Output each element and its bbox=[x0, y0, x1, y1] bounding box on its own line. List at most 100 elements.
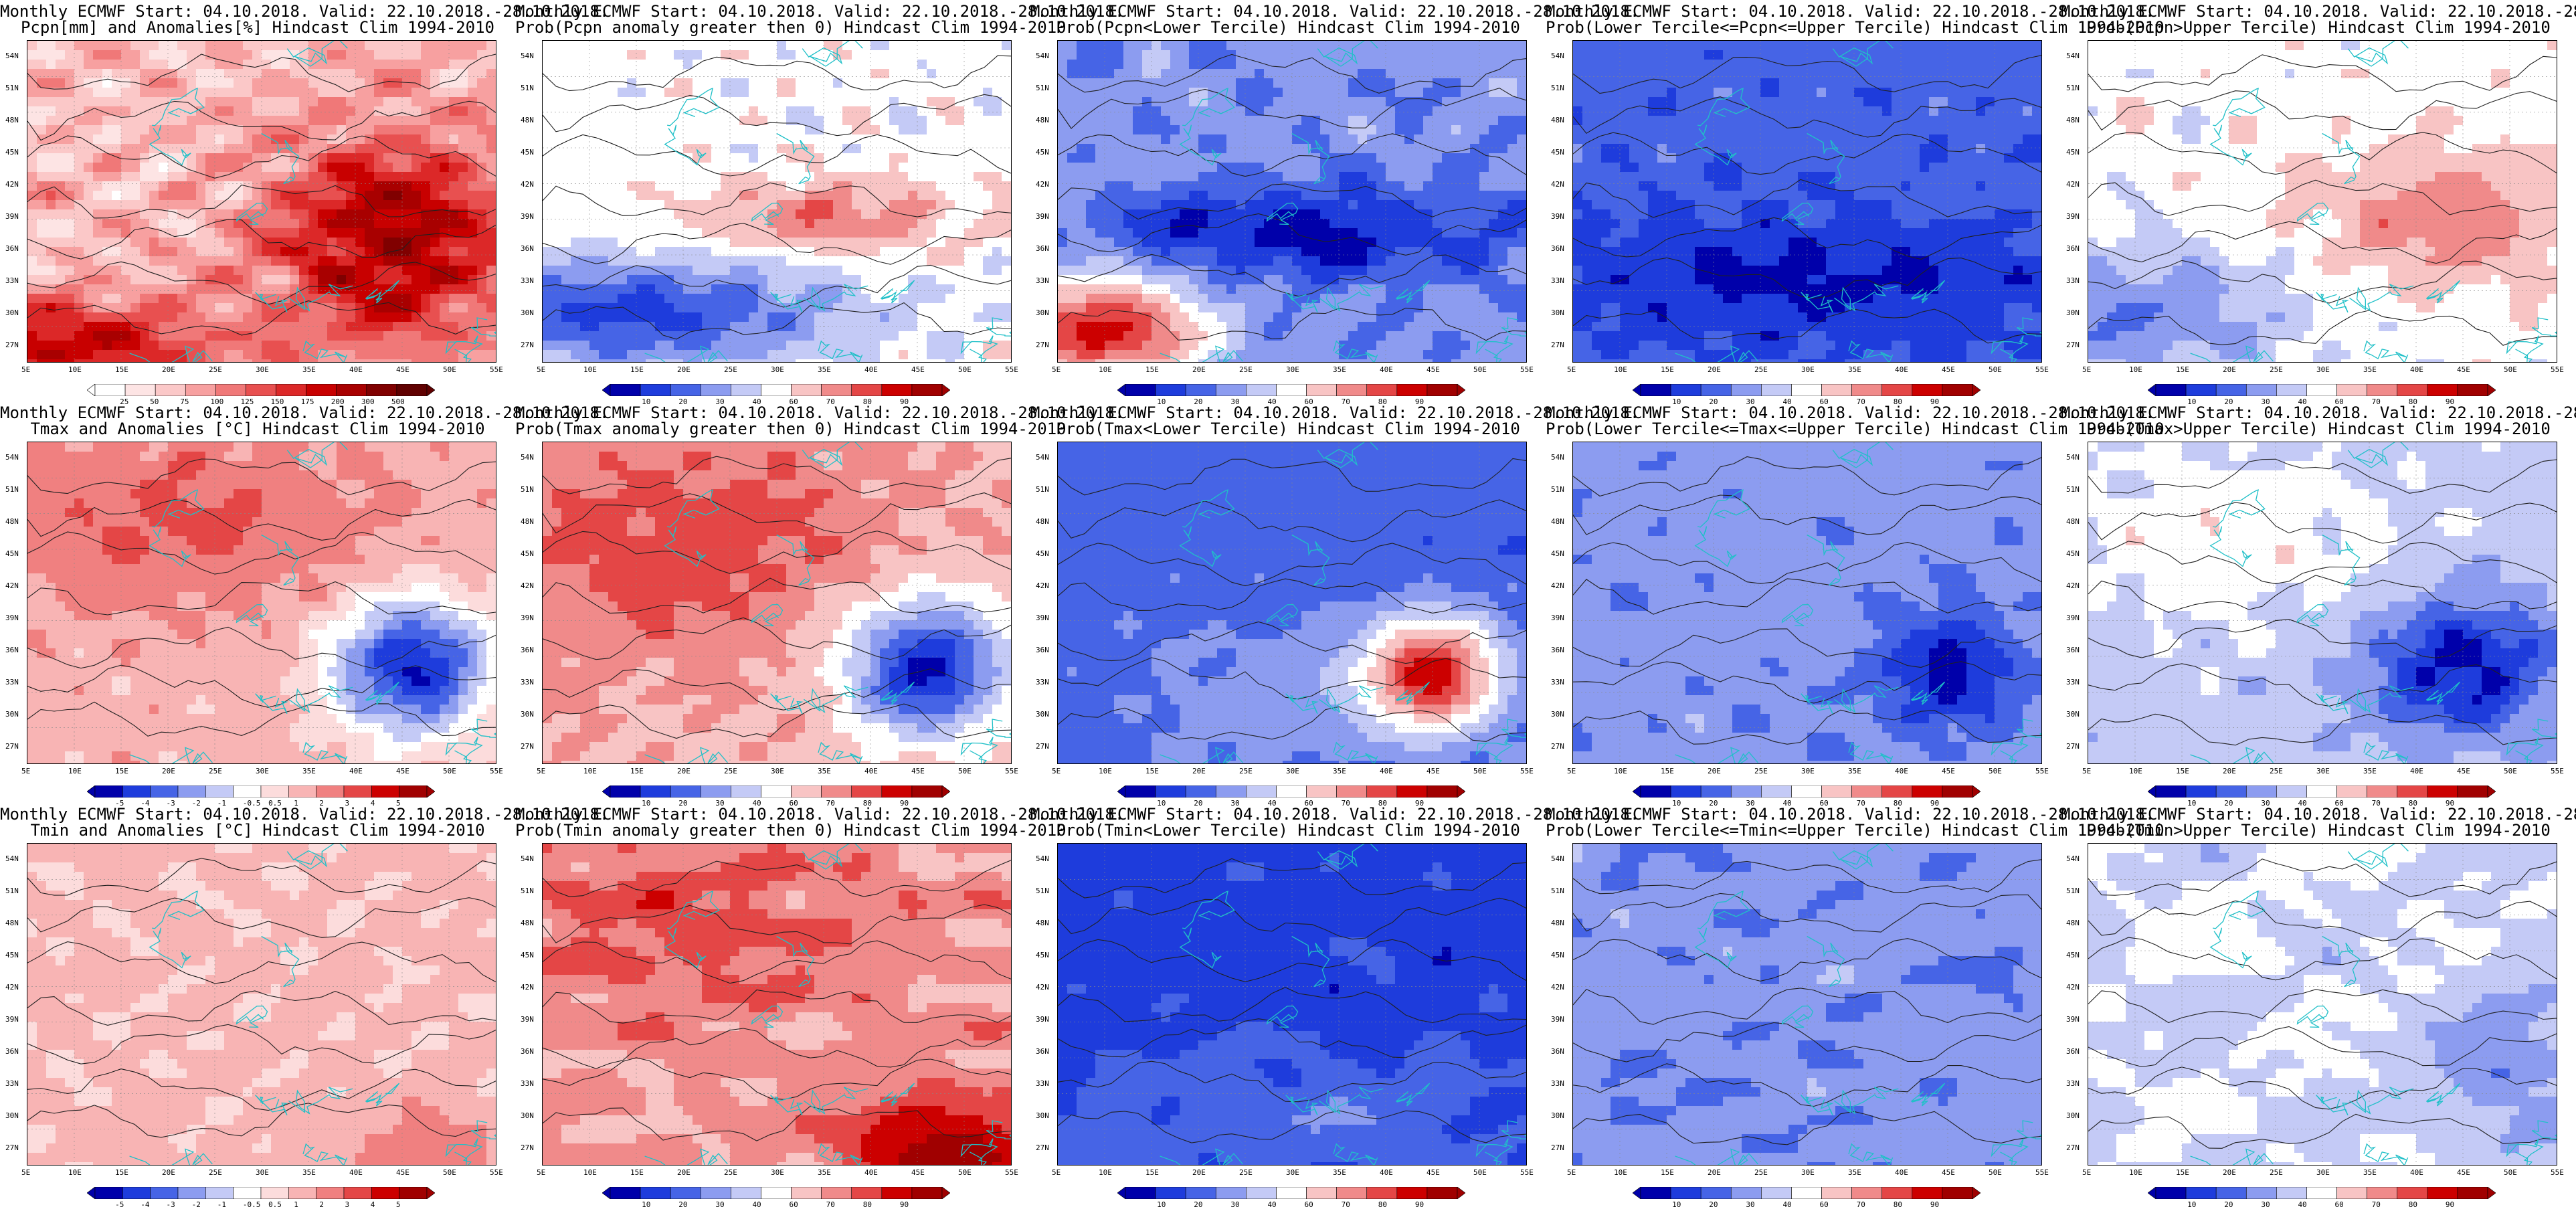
map-plot-area bbox=[27, 40, 496, 363]
lon-tick-label: 40E bbox=[2410, 365, 2423, 374]
lat-tick-label: 45N bbox=[521, 951, 534, 959]
colorbar-label: 4 bbox=[371, 1200, 375, 1209]
lat-tick-label: 39N bbox=[1551, 614, 1564, 622]
lon-tick-label: 15E bbox=[115, 1168, 128, 1177]
lat-tick-label: 36N bbox=[521, 244, 534, 253]
lon-tick-label: 35E bbox=[302, 1168, 316, 1177]
lat-tick-label: 36N bbox=[1036, 1047, 1049, 1056]
map-field-svg bbox=[27, 844, 496, 1165]
lat-tick-label: 54N bbox=[1036, 854, 1049, 863]
lon-tick-label: 5E bbox=[537, 365, 545, 374]
colorbar-label: 70 bbox=[2372, 1200, 2381, 1209]
lat-tick-label: 48N bbox=[2066, 116, 2080, 124]
lat-tick-label: 33N bbox=[1036, 1079, 1049, 1088]
lon-tick-label: 30E bbox=[1286, 365, 1299, 374]
lat-tick-label: 48N bbox=[521, 116, 534, 124]
lat-tick-label: 39N bbox=[1551, 212, 1564, 221]
lon-tick-label: 20E bbox=[1192, 365, 1206, 374]
colorbar bbox=[1117, 384, 1465, 396]
lat-tick-label: 42N bbox=[1551, 581, 1564, 590]
map-plot-area bbox=[1057, 40, 1527, 363]
lat-tick-label: 42N bbox=[1036, 180, 1049, 189]
colorbar-label: 5 bbox=[396, 1200, 401, 1209]
lat-tick-label: 30N bbox=[2066, 1111, 2080, 1120]
lat-tick-label: 33N bbox=[1036, 678, 1049, 686]
lon-tick-label: 5E bbox=[537, 1168, 545, 1177]
colorbar-label: 3 bbox=[345, 1200, 350, 1209]
panel-title-line2: Prob(Tmax anomaly greater then 0) Hindca… bbox=[515, 420, 1030, 438]
lat-tick-label: 45N bbox=[1036, 148, 1049, 157]
lon-tick-label: 55E bbox=[490, 1168, 503, 1177]
lat-tick-label: 39N bbox=[5, 614, 19, 622]
lat-tick-label: 45N bbox=[2066, 549, 2080, 558]
lat-tick-label: 54N bbox=[1036, 52, 1049, 60]
lon-tick-label: 10E bbox=[1614, 767, 1627, 775]
map-panel: Monthly ECMWF Start: 04.10.2018. Valid: … bbox=[2061, 401, 2576, 803]
lat-tick-label: 27N bbox=[2066, 742, 2080, 751]
colorbar-label: -1 bbox=[217, 1200, 226, 1209]
lat-tick-label: 30N bbox=[2066, 308, 2080, 317]
lat-tick-label: 33N bbox=[2066, 678, 2080, 686]
lat-tick-label: 27N bbox=[5, 742, 19, 751]
colorbar bbox=[2148, 384, 2496, 396]
colorbar-label: 90 bbox=[1930, 1200, 1939, 1209]
lon-tick-label: 5E bbox=[2082, 1168, 2091, 1177]
lat-tick-label: 33N bbox=[1551, 1079, 1564, 1088]
colorbar bbox=[1633, 384, 1981, 396]
lon-tick-label: 55E bbox=[490, 365, 503, 374]
lon-tick-label: 30E bbox=[2316, 1168, 2330, 1177]
lat-tick-label: 36N bbox=[1036, 646, 1049, 654]
lon-tick-label: 25E bbox=[1754, 767, 1768, 775]
lon-tick-label: 30E bbox=[1286, 1168, 1299, 1177]
lat-tick-label: 48N bbox=[5, 517, 19, 526]
lon-tick-label: 40E bbox=[2410, 767, 2423, 775]
map-plot-area bbox=[542, 442, 1012, 764]
lat-tick-label: 36N bbox=[2066, 1047, 2080, 1056]
lon-tick-label: 5E bbox=[21, 365, 30, 374]
map-field-svg bbox=[1058, 844, 1526, 1165]
lat-tick-label: 54N bbox=[521, 453, 534, 462]
colorbar-label: -2 bbox=[192, 1200, 201, 1209]
lat-tick-label: 42N bbox=[1036, 581, 1049, 590]
lat-tick-label: 48N bbox=[5, 116, 19, 124]
lon-tick-label: 30E bbox=[771, 365, 784, 374]
lat-tick-label: 27N bbox=[1551, 742, 1564, 751]
lon-tick-label: 55E bbox=[1520, 1168, 1534, 1177]
lon-tick-label: 40E bbox=[2410, 1168, 2423, 1177]
lat-tick-label: 51N bbox=[2066, 887, 2080, 895]
lat-tick-label: 51N bbox=[2066, 84, 2080, 92]
lat-tick-label: 45N bbox=[5, 148, 19, 157]
lon-tick-label: 40E bbox=[1380, 767, 1393, 775]
map-panel: Monthly ECMWF Start: 04.10.2018. Valid: … bbox=[0, 401, 515, 803]
lat-tick-label: 45N bbox=[2066, 148, 2080, 157]
colorbar-label: 80 bbox=[2409, 1200, 2417, 1209]
lon-tick-label: 15E bbox=[1661, 767, 1674, 775]
map-panel: Monthly ECMWF Start: 04.10.2018. Valid: … bbox=[515, 0, 1030, 401]
map-panel: Monthly ECMWF Start: 04.10.2018. Valid: … bbox=[1030, 401, 1546, 803]
lon-tick-label: 50E bbox=[958, 1168, 972, 1177]
lon-tick-label: 20E bbox=[162, 365, 175, 374]
lon-tick-label: 25E bbox=[1239, 1168, 1253, 1177]
map-plot-area bbox=[1572, 40, 2042, 363]
lat-tick-label: 42N bbox=[521, 983, 534, 992]
map-panel: Monthly ECMWF Start: 04.10.2018. Valid: … bbox=[1546, 0, 2061, 401]
lat-tick-label: 42N bbox=[2066, 581, 2080, 590]
lon-tick-label: 15E bbox=[1145, 365, 1159, 374]
lat-tick-label: 51N bbox=[1036, 84, 1049, 92]
lat-tick-label: 48N bbox=[5, 919, 19, 927]
lon-tick-label: 25E bbox=[209, 767, 222, 775]
lat-tick-label: 45N bbox=[1551, 951, 1564, 959]
lat-tick-label: 54N bbox=[2066, 52, 2080, 60]
lon-tick-label: 35E bbox=[2363, 365, 2377, 374]
lon-tick-label: 40E bbox=[349, 365, 363, 374]
lon-tick-label: 40E bbox=[864, 1168, 878, 1177]
colorbar bbox=[2148, 1187, 2496, 1199]
map-field-svg bbox=[1573, 844, 2041, 1165]
map-panel: Monthly ECMWF Start: 04.10.2018. Valid: … bbox=[0, 0, 515, 401]
lat-tick-label: 39N bbox=[1036, 614, 1049, 622]
lon-tick-label: 35E bbox=[818, 767, 831, 775]
lat-tick-label: 45N bbox=[5, 951, 19, 959]
lon-tick-label: 10E bbox=[68, 365, 82, 374]
colorbar-label: -0.5 bbox=[243, 1200, 261, 1209]
lon-tick-label: 25E bbox=[209, 1168, 222, 1177]
